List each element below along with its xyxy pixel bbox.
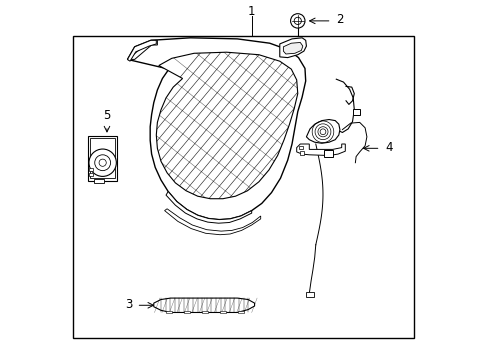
Polygon shape bbox=[164, 209, 260, 235]
Bar bbox=[323, 150, 332, 157]
Bar bbox=[94, 179, 104, 183]
Circle shape bbox=[99, 159, 106, 166]
Bar bbox=[352, 109, 360, 115]
Text: 5: 5 bbox=[103, 109, 110, 122]
Bar bbox=[88, 136, 117, 181]
Bar bbox=[89, 168, 92, 171]
Circle shape bbox=[95, 155, 110, 171]
Polygon shape bbox=[127, 38, 305, 220]
Text: 2: 2 bbox=[336, 13, 343, 26]
Polygon shape bbox=[153, 298, 254, 312]
Bar bbox=[299, 151, 304, 155]
Polygon shape bbox=[127, 40, 156, 61]
Bar bbox=[166, 311, 171, 313]
Circle shape bbox=[290, 14, 305, 28]
Text: 1: 1 bbox=[247, 5, 255, 18]
Polygon shape bbox=[127, 40, 157, 59]
Polygon shape bbox=[166, 192, 251, 223]
Bar bbox=[90, 138, 115, 178]
Polygon shape bbox=[156, 52, 297, 199]
Bar bbox=[202, 311, 207, 313]
Bar bbox=[73, 36, 413, 338]
Bar bbox=[220, 311, 225, 313]
Bar bbox=[306, 292, 314, 297]
Polygon shape bbox=[279, 38, 306, 58]
Bar bbox=[183, 311, 189, 313]
Text: 3: 3 bbox=[124, 298, 132, 311]
Polygon shape bbox=[283, 42, 302, 54]
Polygon shape bbox=[296, 144, 345, 156]
Text: 4: 4 bbox=[384, 141, 391, 154]
Polygon shape bbox=[306, 120, 339, 143]
Bar bbox=[238, 311, 244, 313]
Circle shape bbox=[89, 149, 116, 176]
Circle shape bbox=[294, 17, 301, 24]
Bar bbox=[89, 173, 92, 176]
Bar bbox=[298, 146, 302, 149]
